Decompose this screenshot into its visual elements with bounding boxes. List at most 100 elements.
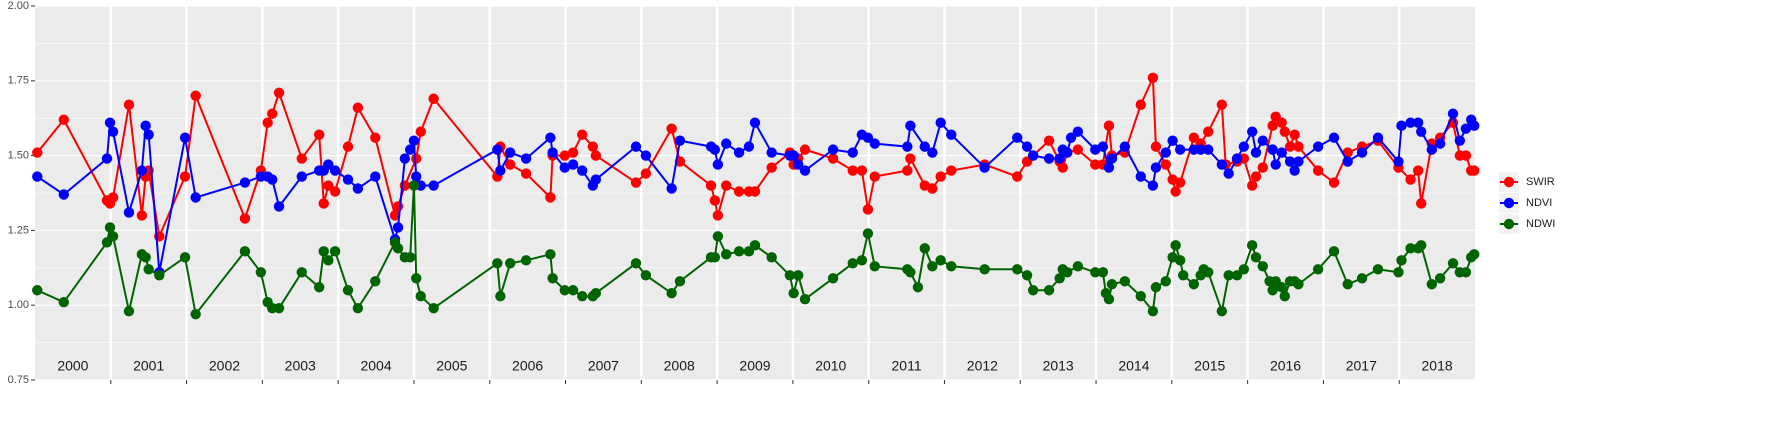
legend-label: SWIR xyxy=(1526,176,1555,188)
point xyxy=(1276,147,1287,158)
point xyxy=(428,93,439,104)
point xyxy=(559,162,570,173)
point xyxy=(1460,267,1472,278)
point xyxy=(869,171,880,182)
point xyxy=(1216,99,1228,110)
point xyxy=(912,282,924,293)
point xyxy=(1021,270,1033,281)
point xyxy=(567,147,579,158)
point xyxy=(1072,126,1084,137)
point xyxy=(101,153,113,164)
point xyxy=(1170,240,1181,251)
point xyxy=(946,261,957,272)
point xyxy=(1057,162,1068,173)
point xyxy=(1257,162,1268,173)
point xyxy=(547,273,558,284)
y-tick-label: 1.00 xyxy=(8,299,29,311)
point xyxy=(1043,135,1055,146)
point xyxy=(58,189,69,200)
point xyxy=(392,222,404,233)
point xyxy=(567,285,579,296)
year-label: 2012 xyxy=(967,358,998,374)
point xyxy=(1426,144,1438,155)
point xyxy=(179,132,191,143)
point xyxy=(1223,168,1234,179)
point xyxy=(1267,144,1278,155)
point xyxy=(505,147,516,158)
point xyxy=(1250,252,1262,263)
y-tick-label: 0.75 xyxy=(8,374,29,386)
point xyxy=(415,126,426,137)
point xyxy=(946,165,957,176)
point xyxy=(1043,153,1055,164)
point xyxy=(520,153,532,164)
point xyxy=(1284,141,1296,152)
point xyxy=(415,291,426,302)
point xyxy=(1246,180,1258,191)
legend-point xyxy=(1503,197,1515,209)
point xyxy=(239,246,251,257)
point xyxy=(1246,126,1258,137)
point xyxy=(1090,159,1101,170)
point xyxy=(630,141,642,152)
point xyxy=(1119,141,1131,152)
point xyxy=(666,123,677,134)
point xyxy=(1062,267,1073,278)
point xyxy=(721,138,732,149)
point xyxy=(712,231,724,242)
point xyxy=(104,117,116,128)
point xyxy=(1469,165,1480,176)
point xyxy=(1342,279,1353,290)
point xyxy=(58,114,69,125)
point xyxy=(640,168,652,179)
point xyxy=(545,249,556,260)
point xyxy=(869,261,880,272)
point xyxy=(1216,159,1228,170)
y-tick-label: 1.25 xyxy=(8,224,29,236)
point xyxy=(123,99,135,110)
point xyxy=(793,159,804,170)
point xyxy=(342,285,354,296)
point xyxy=(520,255,532,266)
point xyxy=(404,144,416,155)
point xyxy=(927,183,938,194)
point xyxy=(179,171,191,182)
point xyxy=(1289,129,1300,140)
point xyxy=(352,183,364,194)
point xyxy=(784,270,796,281)
point xyxy=(1372,132,1384,143)
year-label: 2002 xyxy=(209,358,240,374)
point xyxy=(1328,246,1340,257)
point xyxy=(1246,240,1258,251)
point xyxy=(1396,120,1407,131)
point xyxy=(640,150,652,161)
point xyxy=(1160,159,1171,170)
point xyxy=(1147,72,1159,84)
year-label: 2015 xyxy=(1194,358,1225,374)
point xyxy=(179,252,191,263)
point xyxy=(905,120,916,131)
point xyxy=(559,150,570,161)
point xyxy=(1412,165,1424,176)
point xyxy=(935,171,946,182)
point xyxy=(1147,305,1159,317)
point xyxy=(1284,156,1296,167)
point xyxy=(1012,264,1023,275)
point xyxy=(411,171,422,182)
point xyxy=(721,180,732,191)
year-label: 2004 xyxy=(360,358,391,374)
point xyxy=(1405,117,1416,128)
point xyxy=(1276,117,1287,128)
legend-point xyxy=(1503,218,1515,230)
year-label: 2018 xyxy=(1422,358,1453,374)
point xyxy=(520,168,532,179)
point xyxy=(749,117,761,128)
legend-label: NDWI xyxy=(1526,218,1555,230)
point xyxy=(902,165,913,176)
point xyxy=(1147,180,1159,191)
point xyxy=(847,147,858,158)
point xyxy=(392,201,404,212)
point xyxy=(267,108,278,119)
point xyxy=(666,183,677,194)
